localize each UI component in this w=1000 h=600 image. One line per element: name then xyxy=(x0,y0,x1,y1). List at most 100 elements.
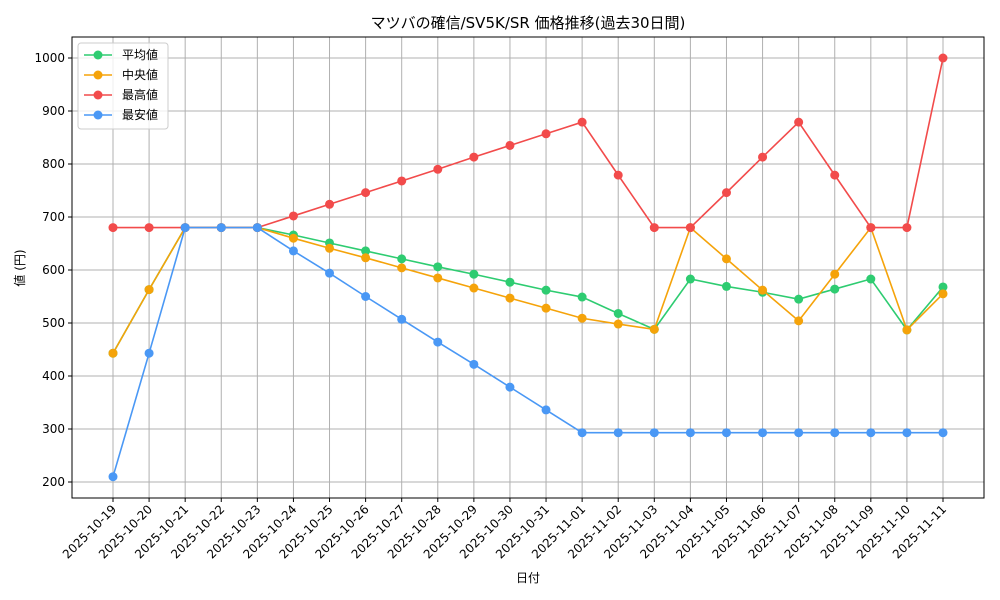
data-point xyxy=(649,428,659,438)
data-point xyxy=(758,428,768,438)
data-point xyxy=(361,188,371,198)
data-point xyxy=(938,282,948,292)
data-point xyxy=(469,269,479,279)
data-point xyxy=(505,293,515,303)
y-tick-label: 700 xyxy=(42,210,65,224)
data-point xyxy=(541,285,551,295)
data-point xyxy=(144,285,154,295)
legend-marker-icon xyxy=(93,110,103,120)
data-point xyxy=(866,274,876,284)
data-point xyxy=(325,268,335,278)
series-line xyxy=(112,225,944,354)
data-point xyxy=(505,382,515,392)
data-point xyxy=(938,53,948,63)
series-line xyxy=(113,57,944,229)
data-point xyxy=(685,274,695,284)
data-point xyxy=(577,428,587,438)
data-point xyxy=(216,223,226,233)
data-point xyxy=(685,428,695,438)
data-point xyxy=(361,292,371,301)
data-point xyxy=(505,140,515,150)
data-point xyxy=(866,428,876,438)
data-point xyxy=(721,188,731,198)
data-point xyxy=(469,152,479,162)
data-point xyxy=(938,289,948,299)
plot-frame xyxy=(71,36,985,499)
series-line xyxy=(112,226,944,354)
data-point xyxy=(721,428,731,438)
data-point xyxy=(469,359,479,369)
legend-label: 中央値 xyxy=(122,67,158,82)
data-point xyxy=(577,313,587,323)
data-point xyxy=(613,308,623,318)
data-point xyxy=(108,223,118,233)
data-point xyxy=(649,324,659,334)
series-1 xyxy=(108,223,948,358)
data-point xyxy=(758,285,768,295)
legend-box xyxy=(77,42,169,130)
series-line xyxy=(112,226,943,477)
data-point xyxy=(613,319,623,329)
data-point xyxy=(325,199,335,209)
data-point xyxy=(830,428,840,438)
chart-title: マツバの確信/SV5K/SR 価格推移(過去30日間) xyxy=(371,14,686,32)
data-point xyxy=(902,223,912,233)
data-point xyxy=(397,263,407,273)
legend-marker-icon xyxy=(93,90,103,100)
series-3 xyxy=(108,223,948,482)
data-point xyxy=(866,223,876,233)
data-point xyxy=(794,117,804,127)
data-point xyxy=(108,472,118,482)
grid-lines xyxy=(72,37,984,498)
data-point xyxy=(794,294,804,304)
data-point xyxy=(541,303,551,313)
data-point xyxy=(505,277,515,287)
series-2 xyxy=(108,53,948,233)
data-point xyxy=(902,428,912,438)
legend-label: 最安値 xyxy=(122,107,158,122)
data-point xyxy=(577,117,587,127)
legend-marker-icon xyxy=(93,70,103,80)
data-point xyxy=(288,211,298,221)
data-point xyxy=(433,164,443,174)
data-point xyxy=(108,348,118,358)
data-point xyxy=(613,170,623,180)
legend-label: 平均値 xyxy=(122,47,158,62)
data-point xyxy=(830,269,840,279)
data-point xyxy=(902,325,912,335)
data-point xyxy=(649,223,659,233)
data-point xyxy=(721,281,731,291)
y-tick-label: 900 xyxy=(42,104,65,118)
y-axis-ticks: 200 300 400 500 600 700 800 900 1000 xyxy=(34,51,72,489)
data-point xyxy=(433,273,443,283)
y-tick-label: 800 xyxy=(42,157,65,171)
data-point xyxy=(397,314,407,324)
data-point xyxy=(577,292,587,302)
legend-marker-icon xyxy=(93,50,103,60)
data-point xyxy=(433,337,443,347)
x-axis-label: 日付 xyxy=(516,571,540,585)
data-point xyxy=(433,262,443,272)
y-tick-label: 300 xyxy=(42,422,65,436)
y-tick-label: 600 xyxy=(42,263,65,277)
data-point xyxy=(469,283,479,293)
y-tick-label: 400 xyxy=(42,369,65,383)
data-point xyxy=(830,170,840,180)
data-point xyxy=(541,405,551,415)
series-lines xyxy=(108,53,948,482)
data-point xyxy=(794,428,804,438)
x-axis-ticks: 2025-10-192025-10-202025-10-212025-10-22… xyxy=(60,498,949,561)
data-point xyxy=(325,243,335,253)
y-tick-label: 1000 xyxy=(34,51,65,65)
data-point xyxy=(288,246,298,256)
y-axis-label: 値 (円) xyxy=(12,249,27,286)
data-point xyxy=(794,316,804,326)
data-point xyxy=(938,428,948,438)
data-point xyxy=(397,254,407,264)
data-point xyxy=(144,348,154,358)
data-point xyxy=(144,223,154,233)
data-point xyxy=(758,152,768,162)
data-point xyxy=(613,428,623,438)
data-point xyxy=(685,223,695,233)
